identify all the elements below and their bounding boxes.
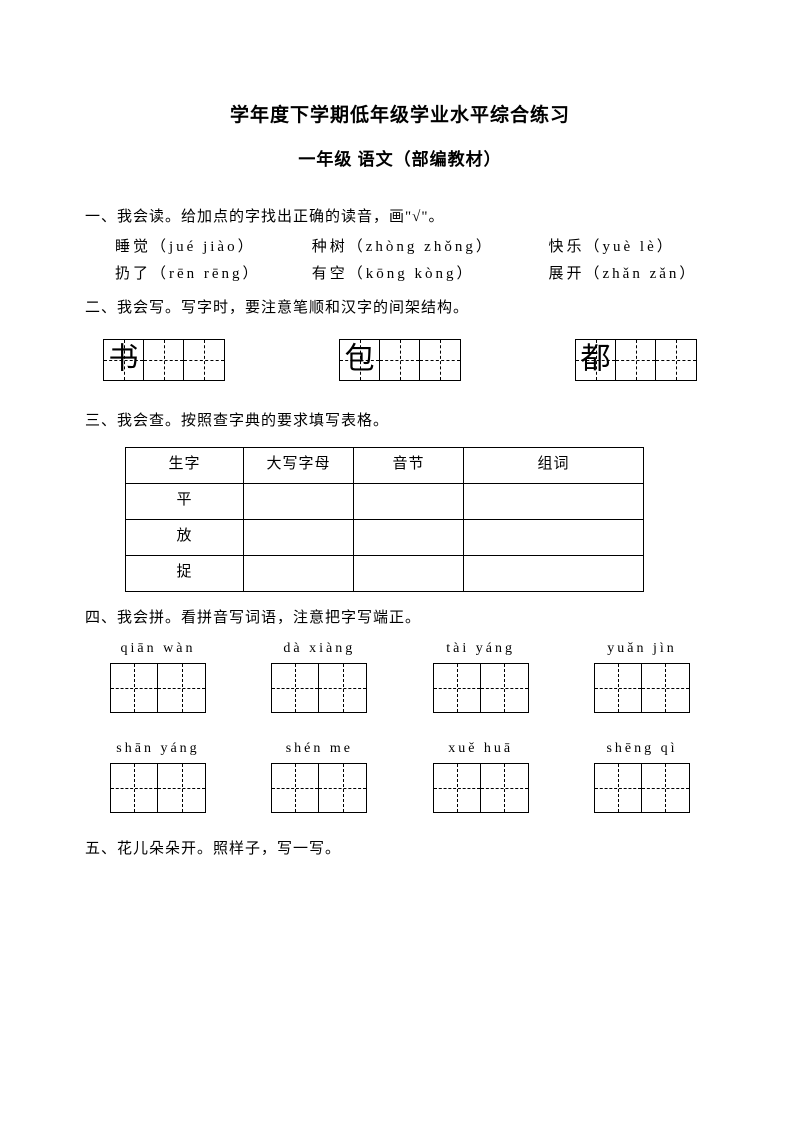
- write-char-2: 包: [345, 345, 375, 375]
- py-cell[interactable]: [319, 664, 366, 712]
- cell-blank[interactable]: [354, 519, 464, 555]
- py-cell[interactable]: [595, 764, 642, 812]
- col-shengzi: 生字: [126, 447, 244, 483]
- col-yinjie: 音节: [354, 447, 464, 483]
- s1-r1-b: 种树（zhòng zhǒng）: [312, 235, 542, 261]
- write-char-3: 都: [581, 345, 611, 375]
- py-item: shén me: [264, 737, 374, 813]
- section-5-head: 五、花儿朵朵开。照样子，写一写。: [85, 837, 715, 863]
- py-box: [110, 663, 206, 713]
- write-cell[interactable]: 包: [340, 340, 380, 380]
- py-cell[interactable]: [642, 664, 689, 712]
- cell-blank[interactable]: [244, 519, 354, 555]
- s1-row-2: 扔了（rēn rēng） 有空（kōng kòng） 展开（zhǎn zǎn）: [85, 262, 715, 288]
- py-label: xuě huā: [426, 737, 536, 761]
- py-label: dà xiàng: [264, 637, 374, 661]
- write-cell[interactable]: [380, 340, 420, 380]
- py-box: [271, 663, 367, 713]
- py-cell[interactable]: [111, 664, 158, 712]
- write-row: 书 包 都: [85, 325, 715, 391]
- cell-blank[interactable]: [464, 483, 644, 519]
- py-label: shēng qì: [587, 737, 697, 761]
- write-cell[interactable]: [420, 340, 460, 380]
- write-cell[interactable]: [616, 340, 656, 380]
- write-box-2: 包: [339, 339, 461, 381]
- title-sub: 一年级 语文（部编教材）: [85, 146, 715, 175]
- py-cell[interactable]: [319, 764, 366, 812]
- cell-char: 平: [126, 483, 244, 519]
- py-cell[interactable]: [481, 664, 528, 712]
- cell-char: 放: [126, 519, 244, 555]
- write-box-3: 都: [575, 339, 697, 381]
- cell-blank[interactable]: [354, 555, 464, 591]
- py-box: [433, 663, 529, 713]
- table-row: 捉: [126, 555, 644, 591]
- py-item: shān yáng: [103, 737, 213, 813]
- s1-r2-b: 有空（kōng kòng）: [312, 262, 542, 288]
- table-row: 放: [126, 519, 644, 555]
- py-label: shén me: [264, 737, 374, 761]
- cell-blank[interactable]: [244, 483, 354, 519]
- write-cell[interactable]: [656, 340, 696, 380]
- py-cell[interactable]: [158, 764, 205, 812]
- py-item: yuǎn jìn: [587, 637, 697, 713]
- py-cell[interactable]: [642, 764, 689, 812]
- s1-r2-a: 扔了（rēn rēng）: [115, 262, 305, 288]
- section-2-head: 二、我会写。写字时，要注意笔顺和汉字的间架结构。: [85, 296, 715, 322]
- section-1-head: 一、我会读。给加点的字找出正确的读音，画"√"。: [85, 205, 715, 231]
- py-cell[interactable]: [158, 664, 205, 712]
- cell-blank[interactable]: [354, 483, 464, 519]
- cell-blank[interactable]: [244, 555, 354, 591]
- py-item: xuě huā: [426, 737, 536, 813]
- py-box: [271, 763, 367, 813]
- s1-r2-c: 展开（zhǎn zǎn）: [549, 262, 698, 288]
- py-cell[interactable]: [272, 664, 319, 712]
- cell-char: 捉: [126, 555, 244, 591]
- write-box-1: 书: [103, 339, 225, 381]
- write-cell[interactable]: 书: [104, 340, 144, 380]
- write-char-1: 书: [109, 345, 139, 375]
- py-cell[interactable]: [434, 664, 481, 712]
- section-4-head: 四、我会拼。看拼音写词语，注意把字写端正。: [85, 606, 715, 632]
- py-item: tài yáng: [426, 637, 536, 713]
- py-label: yuǎn jìn: [587, 637, 697, 661]
- py-box: [110, 763, 206, 813]
- py-box: [594, 663, 690, 713]
- py-cell[interactable]: [595, 664, 642, 712]
- col-zuci: 组词: [464, 447, 644, 483]
- table-row: 平: [126, 483, 644, 519]
- py-box: [594, 763, 690, 813]
- py-item: qiān wàn: [103, 637, 213, 713]
- py-cell[interactable]: [481, 764, 528, 812]
- py-label: qiān wàn: [103, 637, 213, 661]
- cell-blank[interactable]: [464, 555, 644, 591]
- write-cell[interactable]: 都: [576, 340, 616, 380]
- cell-blank[interactable]: [464, 519, 644, 555]
- py-item: dà xiàng: [264, 637, 374, 713]
- s1-row-1: 睡觉（jué jiào） 种树（zhòng zhǒng） 快乐（yuè lè）: [85, 235, 715, 261]
- py-item: shēng qì: [587, 737, 697, 813]
- py-box: [433, 763, 529, 813]
- table-row: 生字 大写字母 音节 组词: [126, 447, 644, 483]
- write-cell[interactable]: [144, 340, 184, 380]
- py-cell[interactable]: [111, 764, 158, 812]
- py-cell[interactable]: [434, 764, 481, 812]
- py-row-2: shān yáng shén me xuě huā shēng qì: [85, 737, 715, 813]
- title-main: 学年度下学期低年级学业水平综合练习: [85, 100, 715, 132]
- py-label: tài yáng: [426, 637, 536, 661]
- write-cell[interactable]: [184, 340, 224, 380]
- dict-table: 生字 大写字母 音节 组词 平 放 捉: [125, 447, 644, 592]
- s1-r1-c: 快乐（yuè lè）: [549, 235, 675, 261]
- py-cell[interactable]: [272, 764, 319, 812]
- py-row-1: qiān wàn dà xiàng tài yáng yuǎn jìn: [85, 637, 715, 713]
- section-3-head: 三、我会查。按照查字典的要求填写表格。: [85, 409, 715, 435]
- py-label: shān yáng: [103, 737, 213, 761]
- col-daxie: 大写字母: [244, 447, 354, 483]
- s1-r1-a: 睡觉（jué jiào）: [115, 235, 305, 261]
